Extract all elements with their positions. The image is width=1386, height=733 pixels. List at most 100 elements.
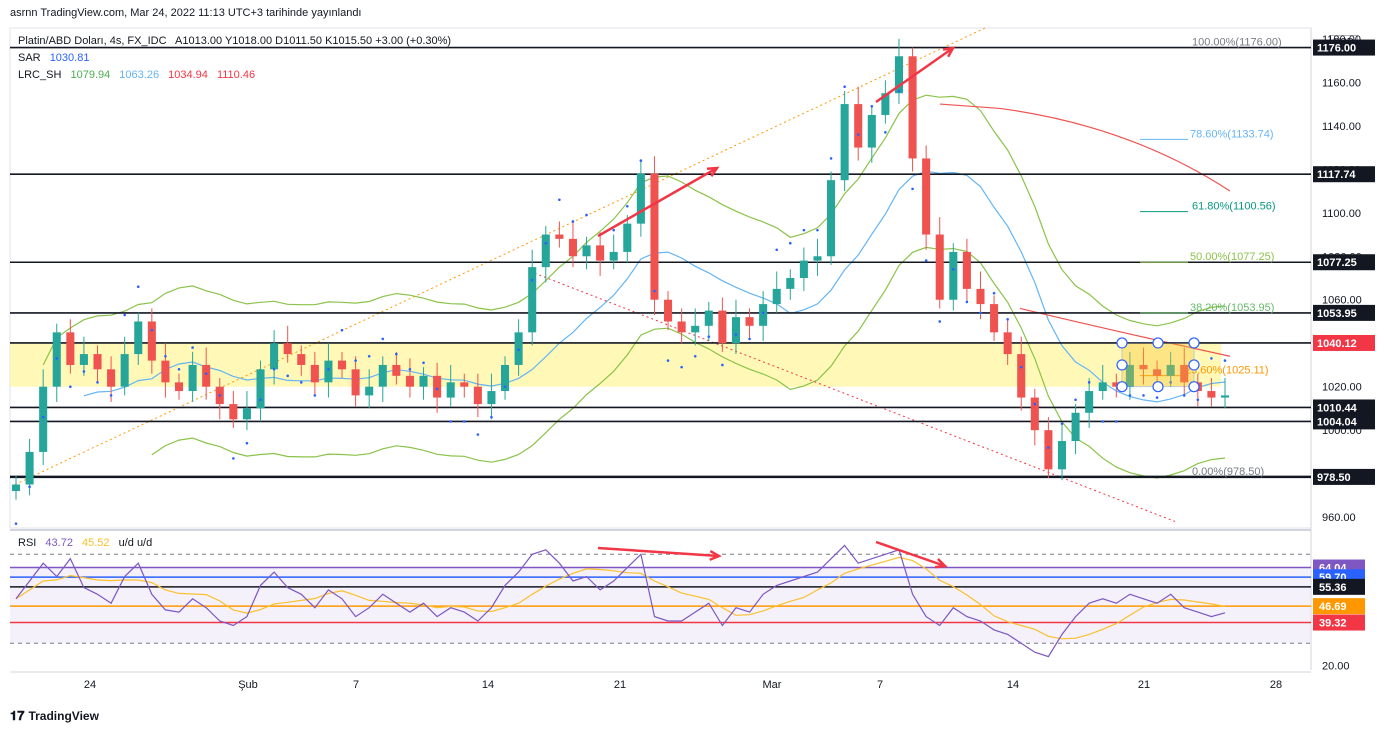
candle-body [378,364,387,387]
rsi-label: RSI [18,537,37,549]
sar-dot [313,394,317,397]
candle-body [460,382,469,387]
sar-dot [1115,420,1118,423]
y-tick-label: 1060.00 [1322,295,1362,307]
candle-body [623,223,632,252]
price-arrow-1-head [706,166,720,177]
sar-dot [1182,394,1186,397]
candle-body [161,360,170,383]
sar-dot [1006,318,1009,321]
selection-handle-icon [1152,381,1164,393]
candle-body [772,288,781,305]
candle-body [745,317,754,326]
fib-label: 23.60%(1025.11) [1185,365,1269,377]
candle-body [1220,395,1230,398]
sar-dot [232,457,235,460]
rsi-arrow-1 [597,546,720,558]
trend-line-down [529,271,1176,522]
level-price-tag [1313,254,1375,271]
sar-dot [395,352,398,356]
candle-body [1125,364,1134,387]
candle-body [1044,430,1053,470]
sar-dot [639,159,643,162]
candle-body [1098,382,1107,392]
sar-dot [558,198,561,202]
fib-label: 61.80%(1100.56) [1192,201,1276,213]
rsi-line [15,544,1226,658]
sar-dot [1047,446,1050,449]
candle-body [555,234,564,239]
selection-handle-icon [1188,359,1200,371]
sar-dot [965,300,969,304]
candle-body [337,360,347,370]
level-price-label: 1053.95 [1317,308,1357,320]
tradingview-footer: 𝟏𝟕 TradingView [10,708,99,724]
y-tick-label: 1140.00 [1322,121,1361,133]
sar-dot [1128,394,1132,397]
sar-dot [286,374,289,378]
fib-label: 0.00%(978.50) [1192,466,1264,478]
rsi-arrow-2-head [934,558,948,569]
candle-body [596,245,605,261]
sar-dot [327,368,330,371]
sar-dot [789,241,792,245]
sar-dot [1101,420,1105,423]
candle-body [582,245,591,257]
price-chart[interactable]: 960.00980.001000.001020.001040.001060.00… [0,0,1386,705]
sar-dot [69,385,72,388]
sar-dot [272,368,276,371]
candle-body [691,325,700,333]
sar-dot [462,420,466,423]
sar-dot [734,333,738,336]
selection-handle-icon [1116,381,1128,393]
lrc-value-3: 1034.94 [168,69,208,81]
sar-dot [28,485,31,488]
candle-body [174,382,184,392]
sar-dot [1169,381,1172,384]
x-tick-label: 7 [877,679,883,691]
sar-dot [1223,359,1227,362]
level-price-label: 1040.12 [1317,338,1357,350]
candle-body [501,364,510,392]
level-price-tag [1313,399,1375,416]
price-arrow-2 [875,46,954,104]
candle-body [1085,391,1094,413]
sar-dot [123,313,126,317]
sar-dot [245,441,249,445]
sar-dot [952,268,955,271]
candle-body [242,408,251,420]
candle-body [704,310,713,326]
candle-body [419,375,428,387]
price-arrow-1 [597,166,718,238]
y-tick-label: 1020.00 [1322,382,1362,394]
sar-dot [911,187,914,191]
sar-dot [544,241,548,245]
candle-body [202,364,211,387]
level-price-tag [1313,413,1375,430]
candle-body [908,56,917,159]
candle-body [283,343,292,355]
lrc-lower-line [151,246,1226,479]
candle-body [297,354,306,365]
candle-body [433,375,442,398]
candle-body [799,260,808,278]
candle-body [922,158,931,235]
candle-body [66,332,75,365]
candle-body [147,321,156,361]
sar-dot [96,381,99,384]
candle-body [664,299,673,322]
x-tick-label: Mar [763,679,782,691]
candle-body [1057,441,1067,470]
sar-dot [41,415,45,419]
level-price-tag [1313,468,1375,485]
x-tick-label: 24 [84,679,96,691]
sar-dot [177,368,181,371]
candle-body [976,288,985,305]
sar-dot [435,387,439,391]
x-tick-label: 14 [1007,679,1019,691]
sar-legend: SAR 1030.81 [18,52,95,64]
candle-body [636,173,645,224]
sar-dot [1033,402,1037,406]
candle-body [609,251,618,261]
sar-dot [707,335,711,338]
